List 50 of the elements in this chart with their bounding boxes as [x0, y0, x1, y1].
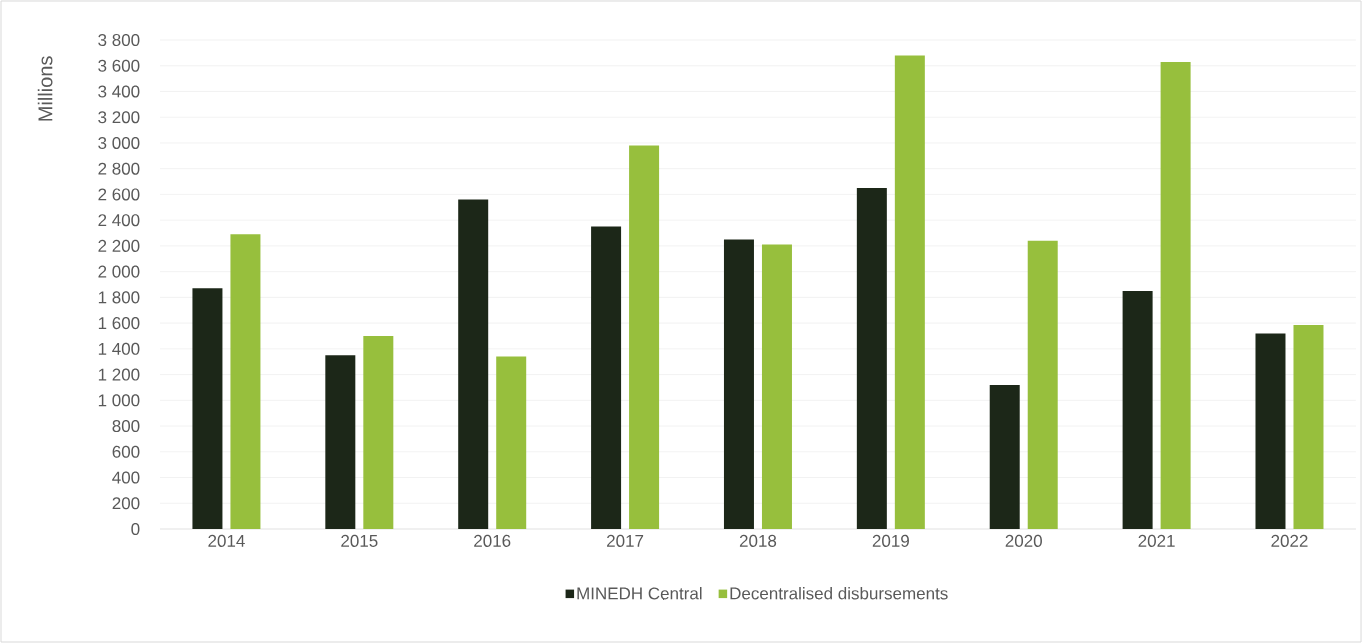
- bar: [1255, 333, 1286, 529]
- y-axis-title: Millions: [37, 56, 53, 121]
- y-tick-label: 0: [131, 522, 140, 536]
- bar: [761, 244, 792, 529]
- bar: [363, 335, 394, 529]
- y-tick-label: 400: [112, 471, 140, 484]
- y-tick-label: 800: [112, 420, 140, 433]
- bar: [1160, 61, 1191, 529]
- y-tick-label: 200: [112, 497, 140, 510]
- bar: [1122, 290, 1153, 529]
- y-tick-label: 3 600: [98, 59, 140, 72]
- bar: [591, 226, 622, 529]
- y-tick-label: 3 200: [98, 111, 140, 124]
- y-tick-label: 2 200: [98, 239, 140, 252]
- y-tick-label: 3 400: [98, 85, 140, 98]
- x-tick-label: 2015: [341, 534, 378, 547]
- bar: [989, 384, 1020, 529]
- y-tick-label: 2 800: [98, 162, 140, 175]
- x-tick-label: 2014: [208, 534, 245, 547]
- y-tick-label: 3 800: [98, 33, 140, 47]
- bar: [496, 356, 527, 529]
- bar: [1293, 325, 1324, 529]
- legend-label: MINEDH Central: [577, 586, 702, 600]
- bar: [192, 288, 223, 529]
- y-tick-label: 600: [112, 445, 140, 458]
- bar: [325, 355, 356, 529]
- x-tick-label: 2019: [872, 534, 909, 547]
- bar: [894, 55, 925, 529]
- y-tick-label: 1 600: [98, 317, 140, 330]
- x-tick-label: 2018: [739, 534, 777, 547]
- bar: [629, 145, 660, 529]
- y-tick-label: 1 200: [98, 368, 140, 381]
- x-tick-label: 2017: [607, 534, 644, 547]
- y-tick-label: 1 400: [98, 342, 140, 355]
- y-tick-label: 2 600: [98, 188, 140, 201]
- y-tick-label: 1 800: [98, 291, 140, 304]
- x-tick-label: 2016: [474, 534, 511, 547]
- y-tick-label: 1 000: [98, 394, 140, 407]
- y-tick-label: 3 000: [98, 136, 140, 149]
- x-tick-label: 2020: [1005, 534, 1042, 547]
- bar: [458, 199, 489, 529]
- x-tick-label: 2022: [1271, 534, 1308, 547]
- bar: [1027, 240, 1058, 529]
- y-tick-label: 2 000: [98, 265, 140, 278]
- y-tick-label: 2 400: [98, 214, 140, 227]
- legend-label: Decentralised disbursements: [730, 586, 948, 600]
- x-tick-label: 2021: [1138, 534, 1175, 547]
- bar: [723, 239, 754, 529]
- bar: [856, 187, 887, 529]
- bar: [230, 234, 261, 529]
